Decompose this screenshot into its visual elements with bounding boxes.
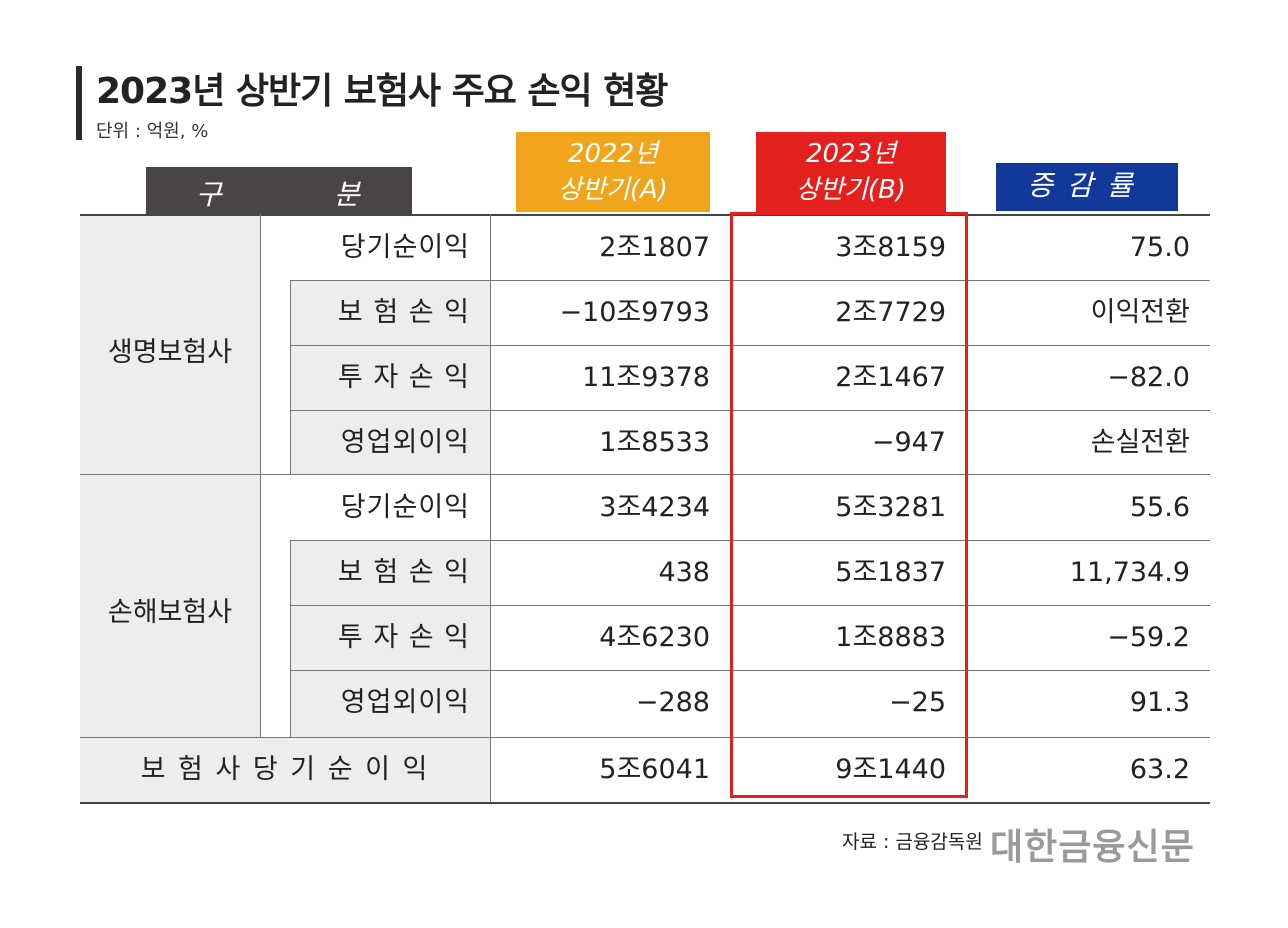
row-label: 투 자 손 익 [337,622,470,653]
value-change-rate: −82.0 [1107,362,1190,393]
total-label-bg [80,737,490,803]
value-change-rate: 이익전환 [1090,297,1190,328]
value-2023: 5조3281 [835,492,946,523]
header-category: 구 분 [146,167,412,215]
total-row: 보 험 사 당 기 순 이 익 5조6041 9조1440 63.2 [80,737,1210,802]
row-label: 당기순이익 [340,232,470,263]
table-bottom-rule [80,802,1210,804]
row-divider [290,345,1210,346]
row-divider [290,540,1210,541]
column-divider [290,280,291,474]
column-divider [490,214,491,803]
value-2023: 5조1837 [835,557,946,588]
value-2022: 11조9378 [582,362,710,393]
table-row: 보 험 손 익 438 5조1837 11,734.9 [80,540,1210,605]
table-row: 투 자 손 익 4조6230 1조8883 −59.2 [80,605,1210,670]
table-row: 투 자 손 익 11조9378 2조1467 −82.0 [80,345,1210,410]
header-change-rate: 증감률 [996,163,1178,211]
sub-label-bg-nonlife [290,540,490,737]
table-row: 영업외이익 1조8533 −947 손실전환 [80,410,1210,475]
row-label: 투 자 손 익 [337,362,470,393]
header-2022-year: 2022년 [567,139,659,169]
value-change-rate: 55.6 [1129,492,1190,523]
value-2023: −947 [871,427,946,458]
header-2022-period: 상반기(A) [558,175,668,205]
row-label: 당기순이익 [340,492,470,523]
column-divider [260,214,261,737]
group-divider [80,737,1210,738]
row-divider [290,280,1210,281]
value-change-rate: 손실전환 [1090,427,1190,458]
row-label: 보 험 손 익 [337,297,470,328]
value-2022: −288 [635,687,710,718]
table-row: 당기순이익 2조1807 3조8159 75.0 [80,215,1210,280]
page-title: 2023년 상반기 보험사 주요 손익 현황 [96,71,668,112]
header-category-char-2: 분 [334,178,360,211]
publisher-logo: 대한금융신문 [990,827,1195,868]
value-2022: 1조8533 [599,427,710,458]
row-label: 보 험 손 익 [337,557,470,588]
sub-label-bg-life [290,280,490,474]
table-row: 당기순이익 3조4234 5조3281 55.6 [80,475,1210,540]
header-2023-period: 상반기(B) [796,175,906,205]
total-change-rate: 63.2 [1129,754,1190,785]
value-2023: 2조7729 [835,297,946,328]
header-2023: 2023년 상반기(B) [756,132,946,212]
table-row: 영업외이익 −288 −25 91.3 [80,670,1210,735]
source-note: 자료 : 금융감독원 [842,831,983,853]
header-2022: 2022년 상반기(A) [516,132,710,212]
unit-label: 단위 : 억원, % [96,121,209,142]
value-2022: 438 [658,557,710,588]
value-2023: 3조8159 [835,232,946,263]
value-2023: −25 [889,687,946,718]
total-value-2022: 5조6041 [599,754,710,785]
value-2022: 3조4234 [599,492,710,523]
group-nonlife-insurers: 손해보험사 [107,597,233,628]
row-label: 영업외이익 [340,427,470,458]
value-change-rate: −59.2 [1107,622,1190,653]
header-2023-year: 2023년 [805,139,897,169]
title-accent-bar [76,66,82,140]
column-divider [290,540,291,737]
value-2023: 1조8883 [835,622,946,653]
value-2022: 4조6230 [599,622,710,653]
table-row: 보 험 손 익 −10조9793 2조7729 이익전환 [80,280,1210,345]
value-change-rate: 11,734.9 [1069,557,1190,588]
total-value-2023: 9조1440 [835,754,946,785]
group-life-insurers: 생명보험사 [107,337,233,368]
table-top-rule [80,214,1210,216]
value-2023: 2조1467 [835,362,946,393]
group-label-bg [80,214,260,737]
group-divider [80,474,1210,475]
total-label: 보 험 사 당 기 순 이 익 [140,754,430,785]
highlight-2023-box [730,212,968,798]
value-change-rate: 91.3 [1129,687,1190,718]
row-divider [290,670,1210,671]
value-2022: −10조9793 [559,297,710,328]
row-divider [290,410,1210,411]
value-change-rate: 75.0 [1129,232,1190,263]
header-category-char-1: 구 [196,178,222,211]
row-label: 영업외이익 [340,687,470,718]
row-divider [290,605,1210,606]
value-2022: 2조1807 [599,232,710,263]
